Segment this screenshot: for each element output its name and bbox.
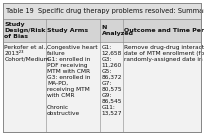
Text: Perkofer et al.,
2013²³
Cohort/Medium: Perkofer et al., 2013²³ Cohort/Medium: [4, 45, 50, 62]
Text: Study
Design/Risk
of Bias: Study Design/Risk of Bias: [4, 22, 46, 39]
Text: Table 19  Specific drug therapy problems resolved: Summary of results: Table 19 Specific drug therapy problems …: [6, 8, 204, 14]
Text: G1:
12,658
G3:
11,260
G5:
86,372
G7:
80,575
G9:
86,545
G11:
13,527: G1: 12,658 G3: 11,260 G5: 86,372 G7: 80,…: [102, 45, 122, 116]
Text: N
Analyzed: N Analyzed: [102, 25, 134, 36]
Bar: [3, 18, 201, 42]
Bar: [3, 42, 201, 132]
Text: Outcome and Time Period: Outcome and Time Period: [124, 28, 204, 33]
Text: Remove drug-drug interaction within 365
date of MTM enrollment (for intervention: Remove drug-drug interaction within 365 …: [124, 45, 204, 62]
Text: Study Arms: Study Arms: [47, 28, 88, 33]
Bar: [3, 3, 201, 18]
Text: Congestive heart
failure
G1: enrolled in
PDF receiving
MTM with CMR
G3: enrolled: Congestive heart failure G1: enrolled in…: [47, 45, 98, 116]
